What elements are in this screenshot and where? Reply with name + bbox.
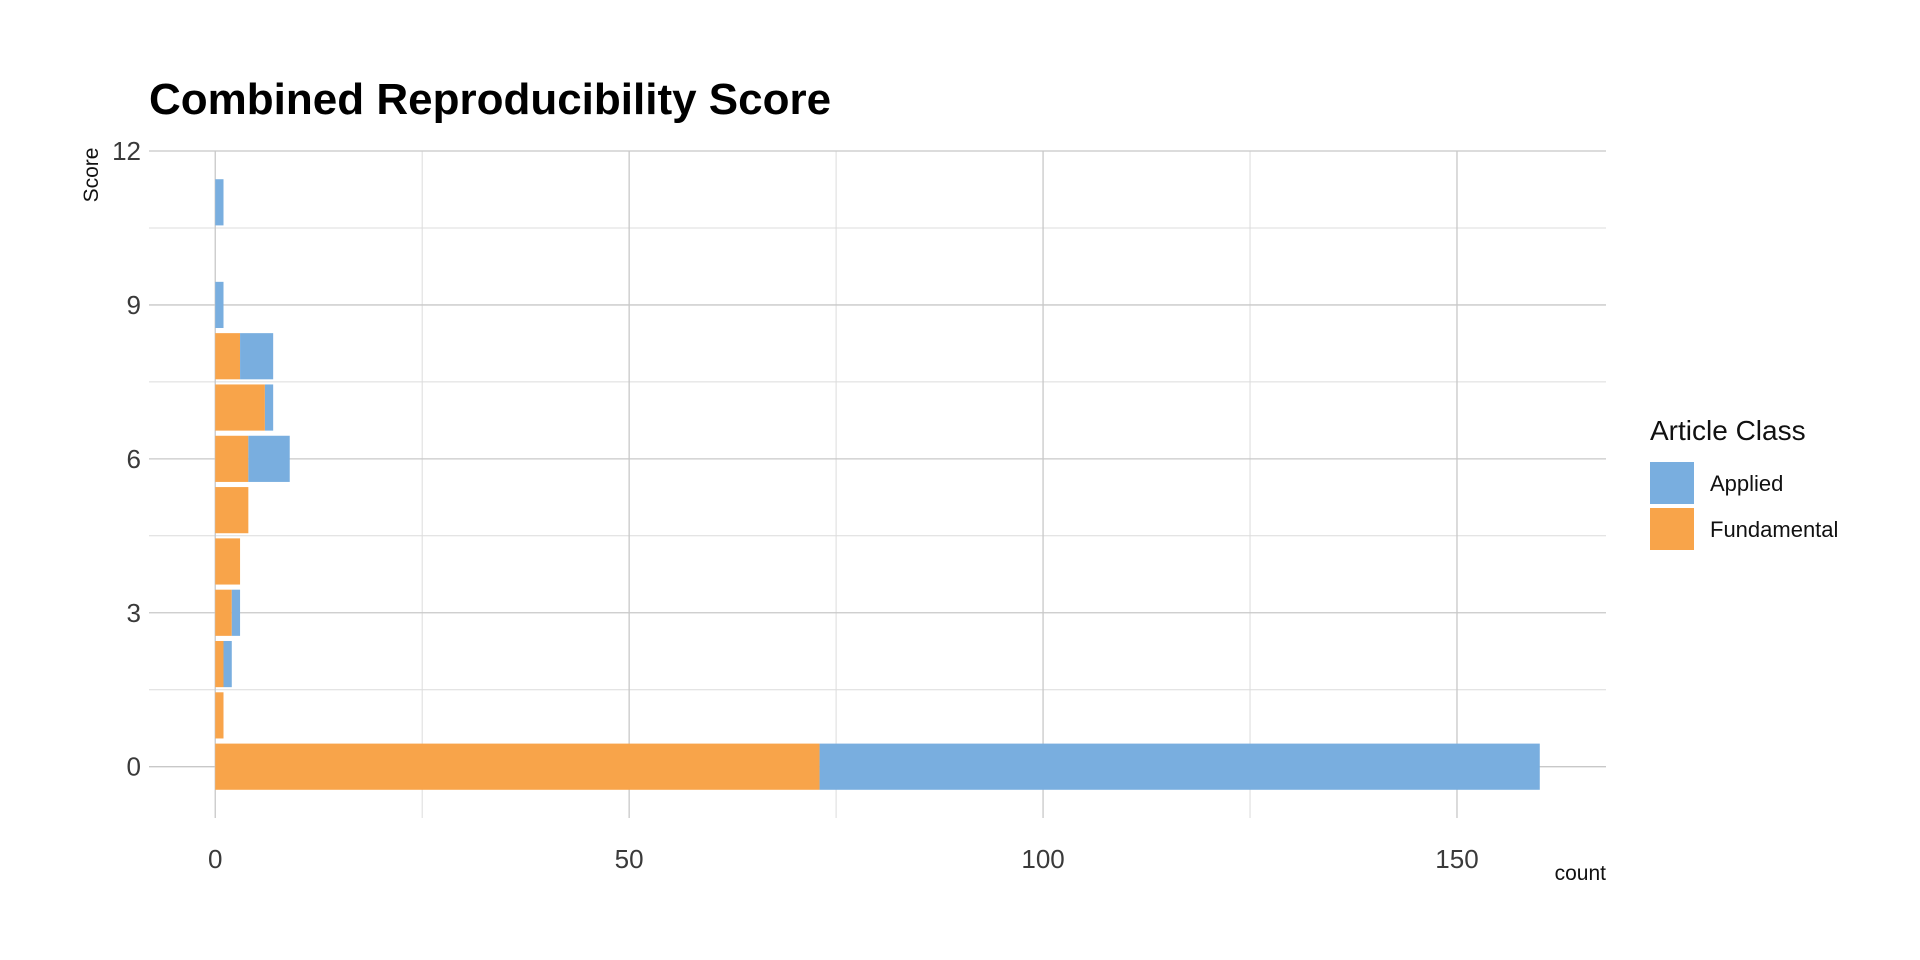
y-tick-label: 6 xyxy=(127,444,141,474)
bar-applied-score-8 xyxy=(240,333,274,380)
bar-fundamental-score-2 xyxy=(215,640,224,688)
y-tick-label: 0 xyxy=(127,752,141,782)
legend: Article Class Applied Fundamental xyxy=(1650,415,1838,550)
x-tick-label: 0 xyxy=(208,844,222,874)
legend-items: Applied Fundamental xyxy=(1650,462,1838,550)
y-axis-label: Score xyxy=(80,148,103,203)
y-tick-label: 3 xyxy=(127,598,141,628)
legend-title: Article Class xyxy=(1650,415,1806,446)
bar-applied-score-7 xyxy=(264,384,274,431)
x-tick-label: 150 xyxy=(1435,844,1478,874)
chart-title: Combined Reproducibility Score xyxy=(149,75,831,124)
y-tick-label: 9 xyxy=(127,290,141,320)
bar-fundamental-score-3 xyxy=(215,589,232,636)
bar-fundamental-score-8 xyxy=(215,333,241,380)
bar-fundamental-score-6 xyxy=(215,435,249,482)
bar-applied-score-2 xyxy=(223,640,232,688)
legend-swatch-fundamental xyxy=(1650,508,1694,550)
bar-fundamental-score-7 xyxy=(215,384,265,431)
bar-applied-score-3 xyxy=(231,589,241,636)
bar-fundamental-score-0 xyxy=(215,743,820,790)
bar-applied-score-9 xyxy=(215,281,224,329)
bar-fundamental-score-1 xyxy=(215,692,224,739)
x-tick-label: 100 xyxy=(1021,844,1064,874)
bar-applied-score-6 xyxy=(248,435,290,482)
tick-labels: 0 50 100 150 0 3 6 9 12 xyxy=(112,136,1479,874)
legend-swatch-applied xyxy=(1650,462,1694,504)
legend-label-fundamental: Fundamental xyxy=(1710,517,1838,542)
grid-lines xyxy=(149,150,1606,818)
bar-applied-score-0 xyxy=(819,743,1540,790)
x-axis-label: count xyxy=(1555,862,1607,885)
bar-applied-score-11 xyxy=(215,179,224,226)
bar-fundamental-score-5 xyxy=(215,487,249,534)
bar-fundamental-score-4 xyxy=(215,538,241,585)
x-tick-label: 50 xyxy=(615,844,644,874)
y-tick-label: 12 xyxy=(112,136,141,166)
legend-label-applied: Applied xyxy=(1710,471,1783,496)
bars xyxy=(215,179,1540,790)
